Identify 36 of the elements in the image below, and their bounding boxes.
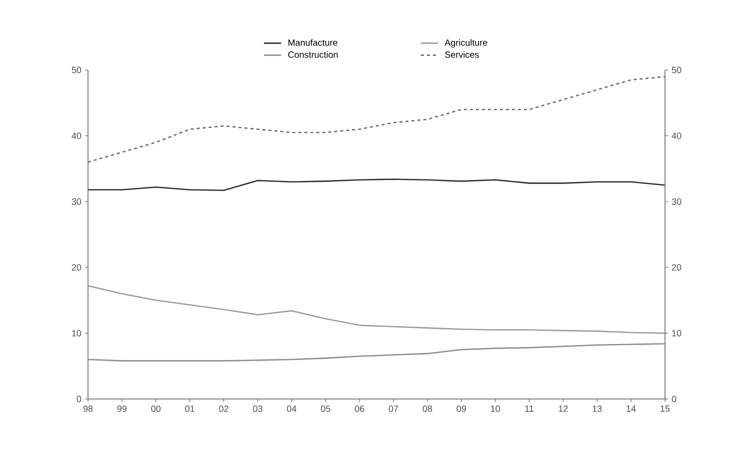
x-tick-label: 15 — [660, 406, 670, 412]
x-tick-label: 99 — [117, 406, 127, 412]
x-tick-label: 05 — [320, 406, 330, 412]
legend-label: Construction — [288, 51, 338, 58]
line-series — [88, 178, 665, 192]
y2-tick-label: 50 — [672, 66, 682, 74]
y2-tick-label: 20 — [672, 264, 682, 271]
x-tick-label: 00 — [151, 406, 161, 412]
y-tick-label: 30 — [72, 198, 82, 205]
y-tick-label: 40 — [72, 132, 82, 139]
y-tick-label: 20 — [72, 264, 82, 271]
line-series — [88, 285, 665, 334]
legend-label: Services — [445, 51, 479, 58]
x-tick-label: 98 — [83, 406, 93, 412]
y-tick-label: 10 — [72, 330, 82, 336]
x-tick-label: 07 — [388, 406, 398, 412]
x-tick-label: 06 — [354, 406, 364, 412]
y2-tick-label: 0 — [672, 396, 676, 402]
x-tick-label: 11 — [525, 406, 534, 412]
legend-label: Agriculture — [444, 39, 488, 48]
x-tick-label: 04 — [286, 406, 296, 412]
y2-tick-label: 40 — [672, 132, 682, 139]
x-tick-label: 13 — [592, 406, 602, 412]
x-tick-label: 03 — [253, 406, 262, 412]
x-tick-label: 01 — [185, 406, 194, 412]
y-tick-label: 50 — [72, 66, 82, 74]
x-tick-label: 10 — [490, 406, 500, 412]
y2-tick-label: 10 — [672, 330, 682, 336]
y2-tick-label: 30 — [672, 198, 682, 205]
x-tick-label: 02 — [219, 406, 228, 412]
y-tick-label: 0 — [76, 396, 82, 402]
x-tick-label: 14 — [626, 406, 636, 412]
x-tick-label: 09 — [456, 406, 466, 412]
x-tick-label: 08 — [422, 406, 432, 412]
legend-label: Manufacture — [288, 39, 338, 46]
x-tick-label: 12 — [558, 406, 568, 412]
